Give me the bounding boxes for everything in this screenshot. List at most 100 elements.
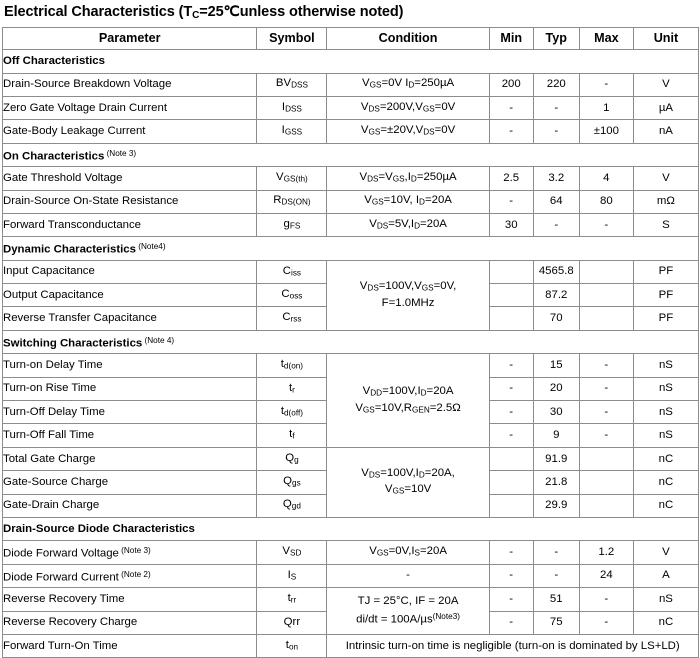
column-header-min: Min — [488, 27, 534, 51]
max-cell: 1 — [578, 95, 634, 121]
typ-cell: 3.2 — [532, 166, 580, 191]
typ-cell: 15 — [532, 353, 580, 378]
min-cell: - — [488, 353, 534, 378]
merged-condition-cell: VDS=100V,VGS=0V, F=1.0MHz — [326, 259, 490, 331]
section-heading: Switching Characteristics (Note 4) — [2, 329, 699, 355]
symbol-cell: tf — [256, 423, 328, 448]
table-row: Turn-on Rise Time tr -20- nS — [1, 376, 700, 402]
condition-cell: VGS=0V ID=250µA — [326, 72, 490, 97]
parameter-cell: Turn-Off Delay Time — [1, 400, 258, 425]
table-row: Forward Transconductance gFS VDS=5V,ID=20A… — [1, 212, 700, 238]
unit-cell: V — [632, 166, 700, 191]
symbol-cell: IS — [256, 563, 328, 589]
section-heading: Dynamic Characteristics (Note4) — [2, 236, 699, 261]
section-header-row: On Characteristics (Note 3) — [2, 142, 699, 168]
typ-cell: 87.2 — [532, 283, 580, 308]
min-cell: - — [488, 563, 534, 589]
max-cell: - — [578, 610, 634, 635]
unit-cell: nS — [632, 587, 700, 612]
section-header-row: Switching Characteristics (Note 4) — [2, 329, 699, 355]
parameter-cell: Drain-Source On-State Resistance — [1, 189, 258, 214]
unit-cell: PF — [632, 306, 700, 331]
unit-cell: nS — [632, 400, 700, 425]
parameter-cell: Output Capacitance — [1, 283, 258, 308]
max-cell — [578, 446, 634, 472]
condition-cell: VGS=10V, ID=20A — [326, 189, 490, 214]
table-row: Reverse Recovery Time trr TJ = 25°C, IF = … — [1, 587, 700, 635]
max-cell: ±100 — [578, 119, 634, 144]
min-cell: - — [488, 119, 534, 144]
max-cell: 1.2 — [578, 540, 634, 565]
table-row: Turn-Off Delay Time td(off) -30- nS — [1, 400, 700, 425]
parameter-cell: Gate Threshold Voltage — [1, 166, 258, 191]
max-cell — [578, 283, 634, 308]
symbol-cell: td(off) — [256, 400, 328, 425]
min-cell — [488, 470, 534, 495]
symbol-cell: IDSS — [256, 95, 328, 121]
unit-cell: nA — [632, 119, 700, 144]
typ-cell: 220 — [532, 72, 580, 97]
min-cell: - — [488, 189, 534, 214]
typ-cell: 91.9 — [532, 446, 580, 472]
typ-cell: 51 — [532, 587, 580, 612]
min-cell — [488, 493, 534, 519]
parameter-cell: Gate-Body Leakage Current — [1, 119, 258, 144]
unit-cell: nC — [632, 493, 700, 519]
table-row: Output Capacitance Coss 87.2 PF — [1, 283, 700, 308]
table-row: Gate-Body Leakage Current IGSS VGS=±20V,VD… — [1, 119, 700, 144]
min-cell: 30 — [488, 212, 534, 238]
max-cell: - — [578, 587, 634, 612]
column-header-max: Max — [578, 27, 634, 51]
max-cell: 80 — [578, 189, 634, 214]
min-cell: - — [488, 400, 534, 425]
condition-cell: VDS=VGS,ID=250µA — [326, 166, 490, 191]
section-heading: On Characteristics (Note 3) — [2, 142, 699, 168]
symbol-cell: BVDSS — [256, 72, 328, 97]
parameter-cell: Total Gate Charge — [1, 446, 258, 472]
min-cell: 2.5 — [488, 166, 534, 191]
typ-cell: 4565.8 — [532, 259, 580, 285]
page-title: Electrical Characteristics (TC=25℃unless… — [2, 2, 700, 27]
symbol-cell: Ciss — [256, 259, 328, 285]
merged-condition-cell: TJ = 25°C, IF = 20A di/dt = 100A/µs(Note3… — [326, 587, 490, 635]
parameter-cell: Turn-Off Fall Time — [1, 423, 258, 448]
table-row: Total Gate Charge Qg VDS=100V,ID=20A, VGS=1… — [1, 446, 700, 519]
section-header-row: Drain-Source Diode Characteristics — [2, 516, 699, 542]
table-row: Zero Gate Voltage Drain Current IDSS VDS=2… — [1, 95, 700, 121]
parameter-cell: Diode Forward Voltage (Note 3) — [1, 540, 258, 565]
section-header-row: Dynamic Characteristics (Note4) — [2, 236, 699, 261]
min-cell: 200 — [488, 72, 534, 97]
max-cell: - — [578, 423, 634, 448]
min-cell — [488, 306, 534, 331]
symbol-cell: IGSS — [256, 119, 328, 144]
parameter-cell: Forward Turn-On Time — [1, 633, 258, 658]
parameter-cell: Reverse Recovery Charge — [1, 610, 258, 635]
max-cell — [578, 259, 634, 285]
min-cell — [488, 259, 534, 285]
column-header-symbol: Symbol — [256, 27, 328, 51]
typ-cell: - — [532, 540, 580, 565]
parameter-cell: Diode Forward Current (Note 2) — [1, 563, 258, 589]
unit-cell: nC — [632, 470, 700, 495]
page-title-subscript: C — [192, 10, 200, 22]
min-cell: - — [488, 587, 534, 612]
section-heading: Drain-Source Diode Characteristics — [2, 516, 699, 542]
table-row: Input Capacitance Ciss VDS=100V,VGS=0V, F=1… — [1, 259, 700, 331]
table-row: Turn-Off Fall Time tf -9- nS — [1, 423, 700, 448]
table-row: Gate Threshold Voltage VGS(th) VDS=VGS,ID=… — [1, 166, 700, 191]
unit-cell: nS — [632, 376, 700, 402]
page-title-prefix: Electrical Characteristics (T — [4, 4, 193, 20]
max-cell — [578, 470, 634, 495]
max-cell: - — [578, 353, 634, 378]
section-header-row: Off Characteristics — [2, 49, 699, 74]
symbol-cell: trr — [256, 587, 328, 612]
parameter-cell: Input Capacitance — [1, 259, 258, 285]
parameter-cell: Turn-on Rise Time — [1, 376, 258, 402]
table-row: Drain-Source On-State Resistance RDS(ON) V… — [1, 189, 700, 214]
typ-cell: - — [532, 212, 580, 238]
parameter-cell: Reverse Recovery Time — [1, 587, 258, 612]
symbol-cell: Crss — [256, 306, 328, 331]
symbol-cell: Qgd — [256, 493, 328, 519]
typ-cell: 29.9 — [532, 493, 580, 519]
